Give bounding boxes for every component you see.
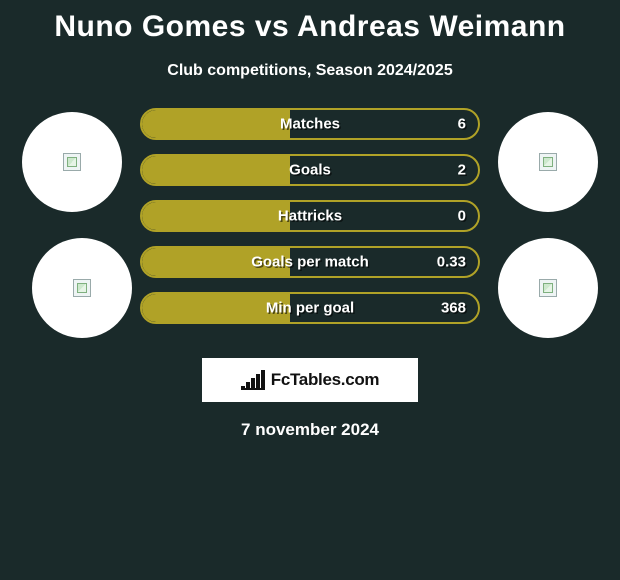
comparison-card: Nuno Gomes vs Andreas Weimann Club compe… bbox=[0, 0, 620, 580]
player-photo bbox=[32, 238, 132, 338]
broken-image-icon bbox=[539, 153, 557, 171]
page-title: Nuno Gomes vs Andreas Weimann bbox=[0, 0, 620, 44]
subtitle: Club competitions, Season 2024/2025 bbox=[0, 62, 620, 80]
stat-label: Matches bbox=[280, 116, 340, 133]
stats-list: Matches 6 Goals 2 Hattricks 0 Goals per match 0… bbox=[140, 108, 480, 324]
stat-value: 368 bbox=[441, 300, 466, 317]
player-photo bbox=[22, 112, 122, 212]
brand-logo[interactable]: FcTables.com bbox=[202, 358, 418, 402]
stat-row: Goals per match 0.33 bbox=[140, 246, 480, 278]
content-row: Matches 6 Goals 2 Hattricks 0 Goals per match 0… bbox=[0, 112, 620, 338]
left-photos-column bbox=[22, 112, 122, 338]
stat-fill bbox=[142, 156, 290, 184]
stat-label: Goals bbox=[289, 162, 331, 179]
stat-value: 0 bbox=[458, 208, 466, 225]
stat-row: Min per goal 368 bbox=[140, 292, 480, 324]
stat-fill bbox=[142, 110, 290, 138]
stat-label: Hattricks bbox=[278, 208, 342, 225]
stat-value: 0.33 bbox=[437, 254, 466, 271]
stat-label: Min per goal bbox=[266, 300, 354, 317]
player-photo bbox=[498, 238, 598, 338]
stat-row: Matches 6 bbox=[140, 108, 480, 140]
stat-label: Goals per match bbox=[251, 254, 369, 271]
right-photos-column bbox=[498, 112, 598, 338]
brand-text: FcTables.com bbox=[271, 370, 380, 390]
broken-image-icon bbox=[63, 153, 81, 171]
date-text: 7 november 2024 bbox=[0, 420, 620, 440]
player-photo bbox=[498, 112, 598, 212]
stat-row: Hattricks 0 bbox=[140, 200, 480, 232]
stat-row: Goals 2 bbox=[140, 154, 480, 186]
stat-value: 2 bbox=[458, 162, 466, 179]
bar-chart-icon bbox=[241, 370, 265, 390]
broken-image-icon bbox=[73, 279, 91, 297]
stat-value: 6 bbox=[458, 116, 466, 133]
stat-fill bbox=[142, 202, 290, 230]
broken-image-icon bbox=[539, 279, 557, 297]
